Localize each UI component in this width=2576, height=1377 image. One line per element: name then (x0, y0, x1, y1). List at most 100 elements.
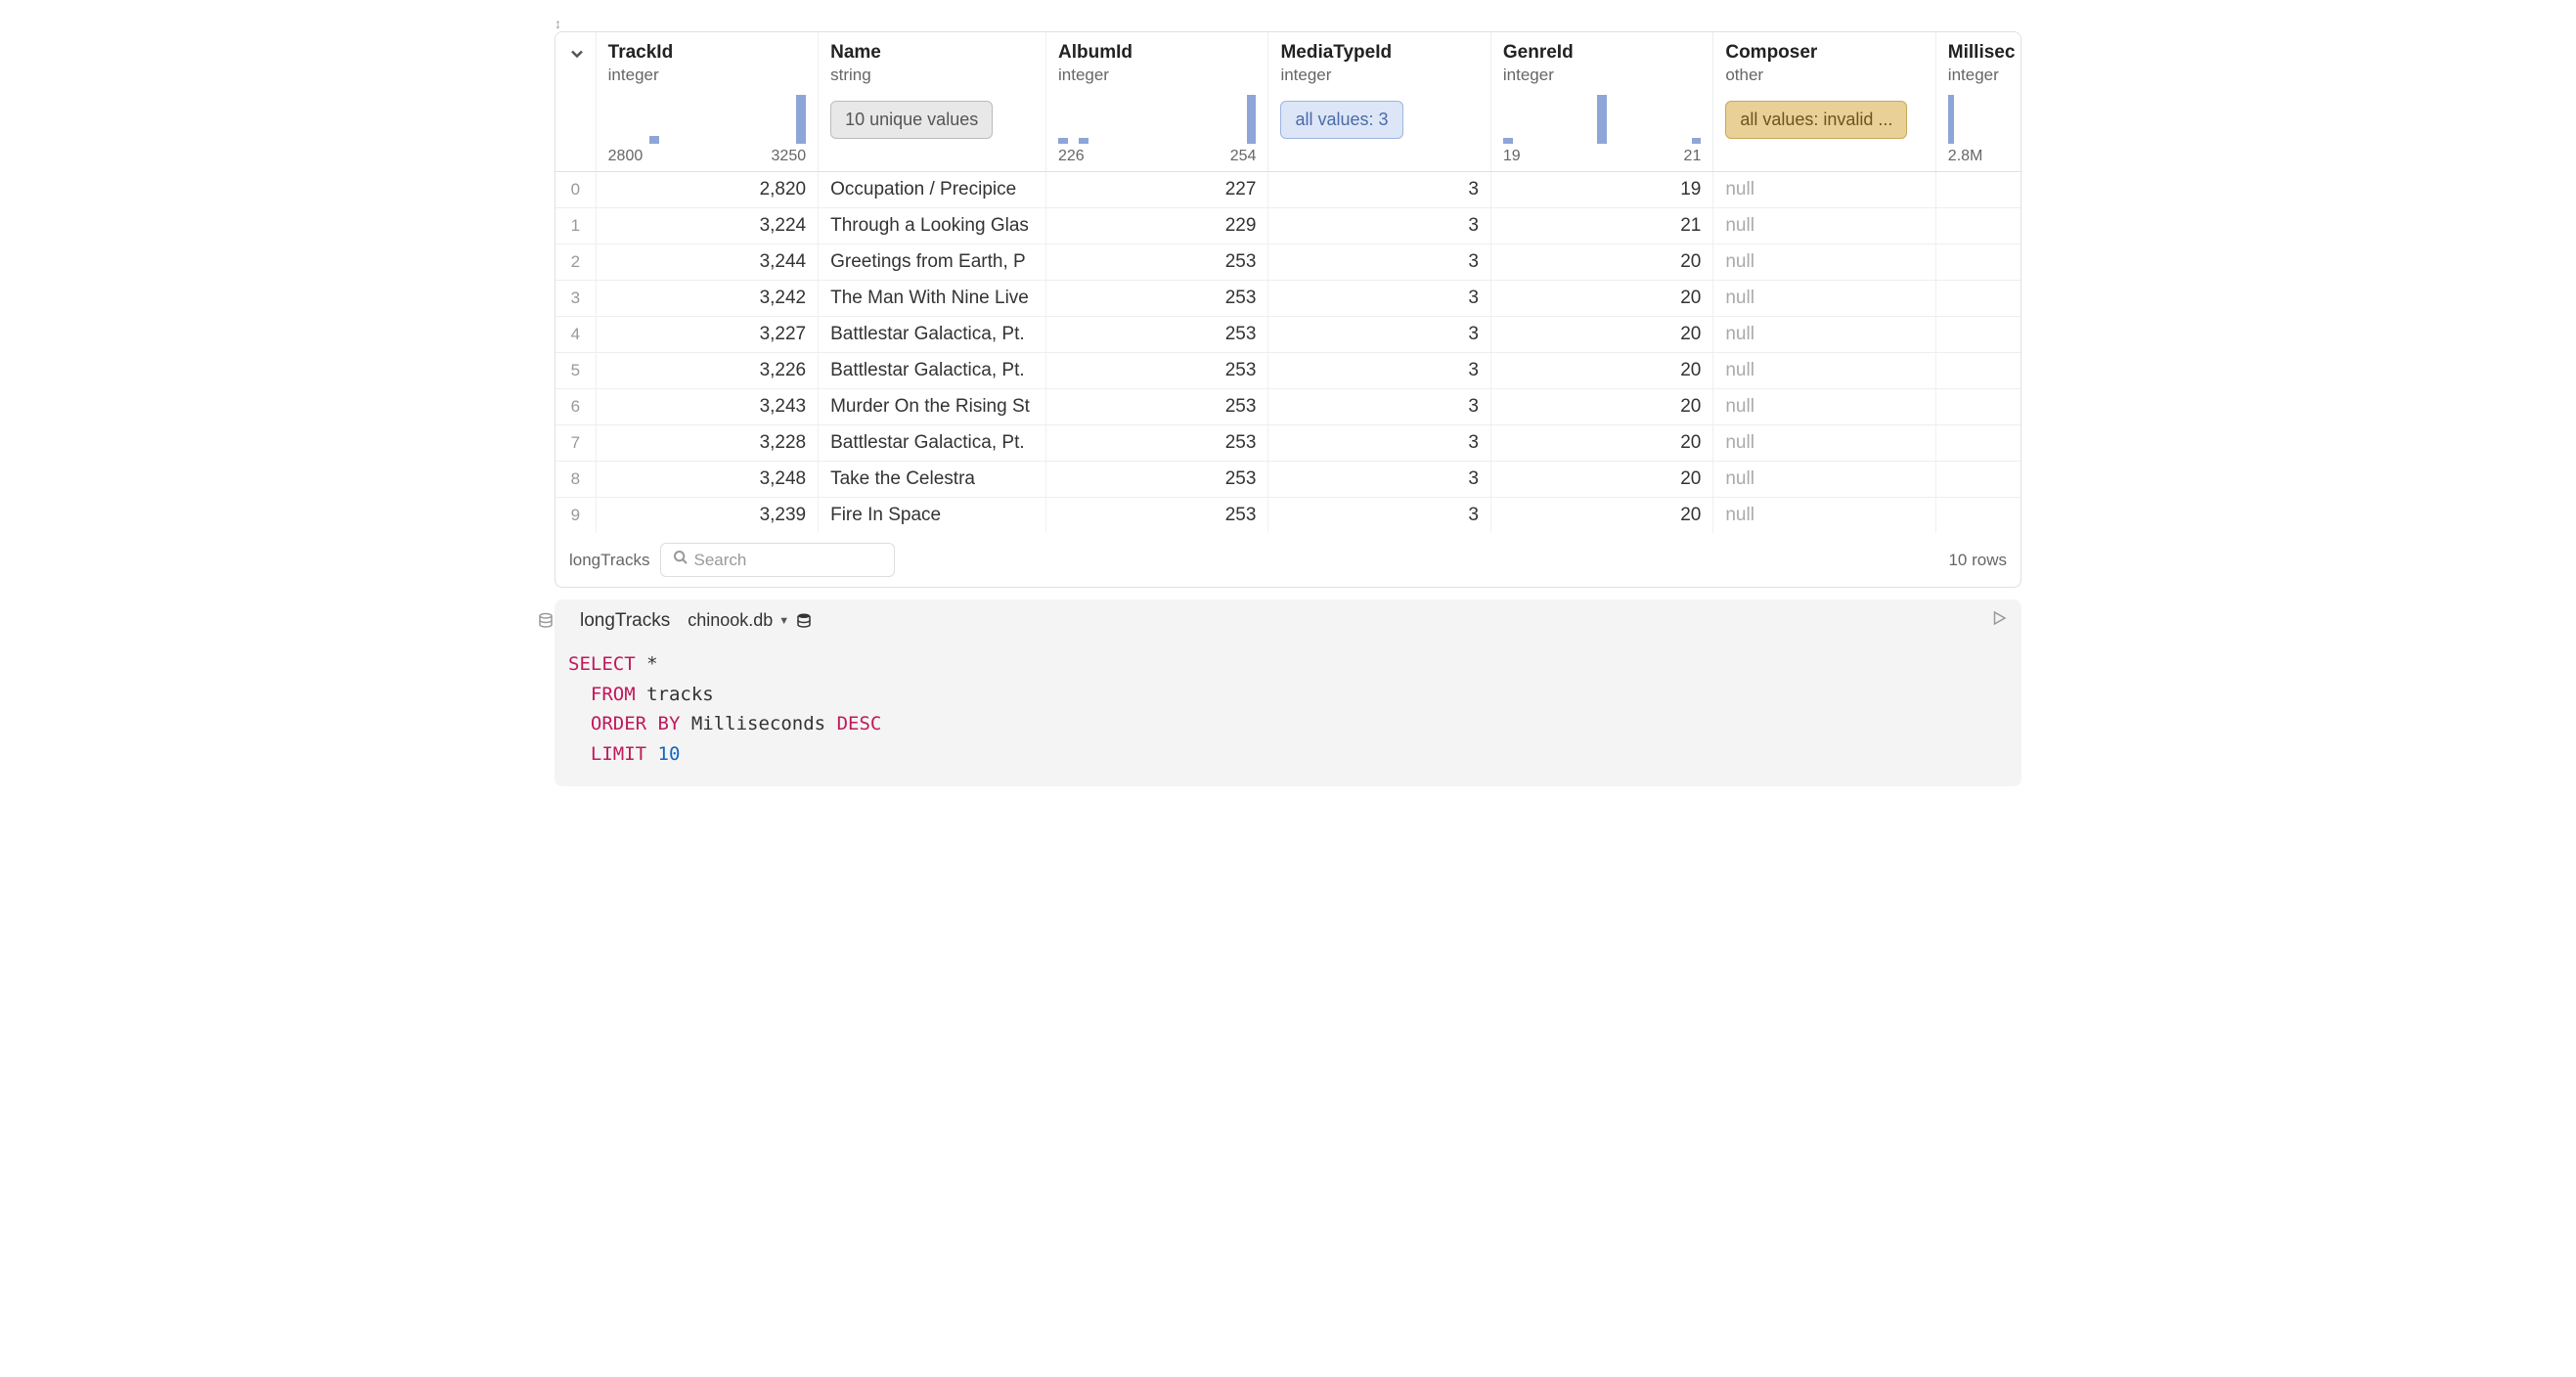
column-header-mediatypeid[interactable]: MediaTypeIdintegerall values: 3 (1268, 32, 1490, 172)
row-index: 7 (555, 425, 596, 462)
cell-name: Battlestar Galactica, Pt. (819, 353, 1046, 389)
sql-cell-panel: longTracks chinook.db ▼ SELECT * FROM tr… (555, 600, 2021, 786)
column-type: integer (1058, 66, 1256, 85)
column-header-albumid[interactable]: AlbumId integer 226254 (1045, 32, 1267, 172)
cell-trackid: 3,243 (596, 389, 818, 425)
table-row[interactable]: 93,239Fire In Space253320null (555, 498, 2021, 534)
cell-name: Battlestar Galactica, Pt. (819, 317, 1046, 353)
column-header-trackid[interactable]: TrackIdinteger28003250 (596, 32, 818, 172)
cell-trackid: 3,224 (596, 208, 818, 244)
column-name: TrackId (608, 42, 806, 64)
cell-millisec (1935, 389, 2021, 425)
histogram-labels: 226254 (1058, 148, 1256, 165)
column-name: Name (830, 42, 1034, 64)
row-index: 4 (555, 317, 596, 353)
search-input[interactable] (694, 551, 910, 570)
histogram-labels: 1921 (1503, 148, 1701, 165)
table-row[interactable]: 02,820Occupation / Precipice227319null (555, 172, 2021, 208)
row-index: 6 (555, 389, 596, 425)
column-name: GenreId (1503, 42, 1701, 64)
database-icon (795, 612, 813, 630)
row-index: 9 (555, 498, 596, 534)
histogram (1948, 95, 2009, 144)
row-index: 0 (555, 172, 596, 208)
column-name: Composer (1725, 42, 1923, 64)
cell-millisec (1935, 208, 2021, 244)
cell-name: Fire In Space (819, 498, 1046, 534)
cell-millisec (1935, 244, 2021, 281)
cell-mediatypeid: 3 (1268, 353, 1490, 389)
cell-albumid: 253 (1045, 425, 1267, 462)
summary-badge[interactable]: all values: 3 (1280, 101, 1402, 139)
cell-albumid: 229 (1045, 208, 1267, 244)
column-name: AlbumId (1058, 42, 1256, 64)
cell-composer: null (1713, 462, 1935, 498)
cell-name: Occupation / Precipice (819, 172, 1046, 208)
row-index: 3 (555, 281, 596, 317)
run-button[interactable] (1990, 609, 2008, 632)
cell-trackid: 3,248 (596, 462, 818, 498)
row-index: 2 (555, 244, 596, 281)
cell-genreid: 20 (1490, 425, 1712, 462)
cell-trackid: 2,820 (596, 172, 818, 208)
expand-chevron-icon[interactable] (567, 47, 587, 68)
column-header-genreid[interactable]: GenreId integer 1921 (1490, 32, 1712, 172)
table-row[interactable]: 43,227Battlestar Galactica, Pt.253320nul… (555, 317, 2021, 353)
sql-cell-header: longTracks chinook.db ▼ (555, 600, 2021, 642)
cell-composer: null (1713, 244, 1935, 281)
summary-badge[interactable]: all values: invalid ... (1725, 101, 1907, 139)
cell-mediatypeid: 3 (1268, 208, 1490, 244)
row-count-label: 10 rows (1948, 551, 2007, 570)
cell-millisec (1935, 281, 2021, 317)
search-input-container[interactable] (660, 543, 895, 577)
cell-mediatypeid: 3 (1268, 425, 1490, 462)
table-row[interactable]: 33,242The Man With Nine Live253320null (555, 281, 2021, 317)
cell-name: Murder On the Rising St (819, 389, 1046, 425)
chevron-down-icon: ▼ (778, 615, 789, 627)
cell-albumid: 253 (1045, 498, 1267, 534)
histogram (1503, 95, 1701, 144)
sql-code-editor[interactable]: SELECT * FROM tracks ORDER BY Millisecon… (555, 642, 2021, 786)
cell-mediatypeid: 3 (1268, 281, 1490, 317)
database-selector[interactable]: chinook.db ▼ (688, 610, 813, 631)
cell-albumid: 253 (1045, 462, 1267, 498)
table-row[interactable]: 13,224Through a Looking Glas229321null (555, 208, 2021, 244)
cell-genreid: 20 (1490, 244, 1712, 281)
table-row[interactable]: 23,244Greetings from Earth, P253320null (555, 244, 2021, 281)
table-row[interactable]: 63,243Murder On the Rising St253320null (555, 389, 2021, 425)
database-name-label: chinook.db (688, 610, 773, 631)
summary-badge[interactable]: 10 unique values (830, 101, 993, 139)
column-header-millisec[interactable]: Millisecinteger2.8M (1935, 32, 2021, 172)
column-header-composer[interactable]: Composer other all values: invalid ... (1713, 32, 1935, 172)
cell-millisec (1935, 353, 2021, 389)
cell-mediatypeid: 3 (1268, 317, 1490, 353)
cell-mediatypeid: 3 (1268, 498, 1490, 534)
table-row[interactable]: 73,228Battlestar Galactica, Pt.253320nul… (555, 425, 2021, 462)
table-row[interactable]: 53,226Battlestar Galactica, Pt.253320nul… (555, 353, 2021, 389)
resize-handle-icon[interactable]: ↕ (555, 20, 2021, 27)
column-type: integer (1503, 66, 1701, 85)
column-name: MediaTypeId (1280, 42, 1478, 64)
cell-millisec (1935, 425, 2021, 462)
cell-trackid: 3,242 (596, 281, 818, 317)
cell-name: Take the Celestra (819, 462, 1046, 498)
histogram (608, 95, 806, 144)
cell-millisec (1935, 498, 2021, 534)
cell-composer: null (1713, 281, 1935, 317)
cell-composer: null (1713, 317, 1935, 353)
column-header-name[interactable]: Name string 10 unique values (819, 32, 1046, 172)
histogram-labels: 28003250 (608, 148, 806, 165)
search-icon (673, 550, 688, 570)
cell-trackid: 3,226 (596, 353, 818, 389)
table-row[interactable]: 83,248Take the Celestra253320null (555, 462, 2021, 498)
cell-millisec (1935, 317, 2021, 353)
database-icon (537, 612, 555, 630)
cell-name: Through a Looking Glas (819, 208, 1046, 244)
cell-composer: null (1713, 389, 1935, 425)
cell-mediatypeid: 3 (1268, 389, 1490, 425)
cell-trackid: 3,239 (596, 498, 818, 534)
cell-genreid: 21 (1490, 208, 1712, 244)
column-type: string (830, 66, 1034, 85)
data-table: TrackIdinteger28003250Namestring10 uniqu… (555, 32, 2021, 533)
column-type: other (1725, 66, 1923, 85)
